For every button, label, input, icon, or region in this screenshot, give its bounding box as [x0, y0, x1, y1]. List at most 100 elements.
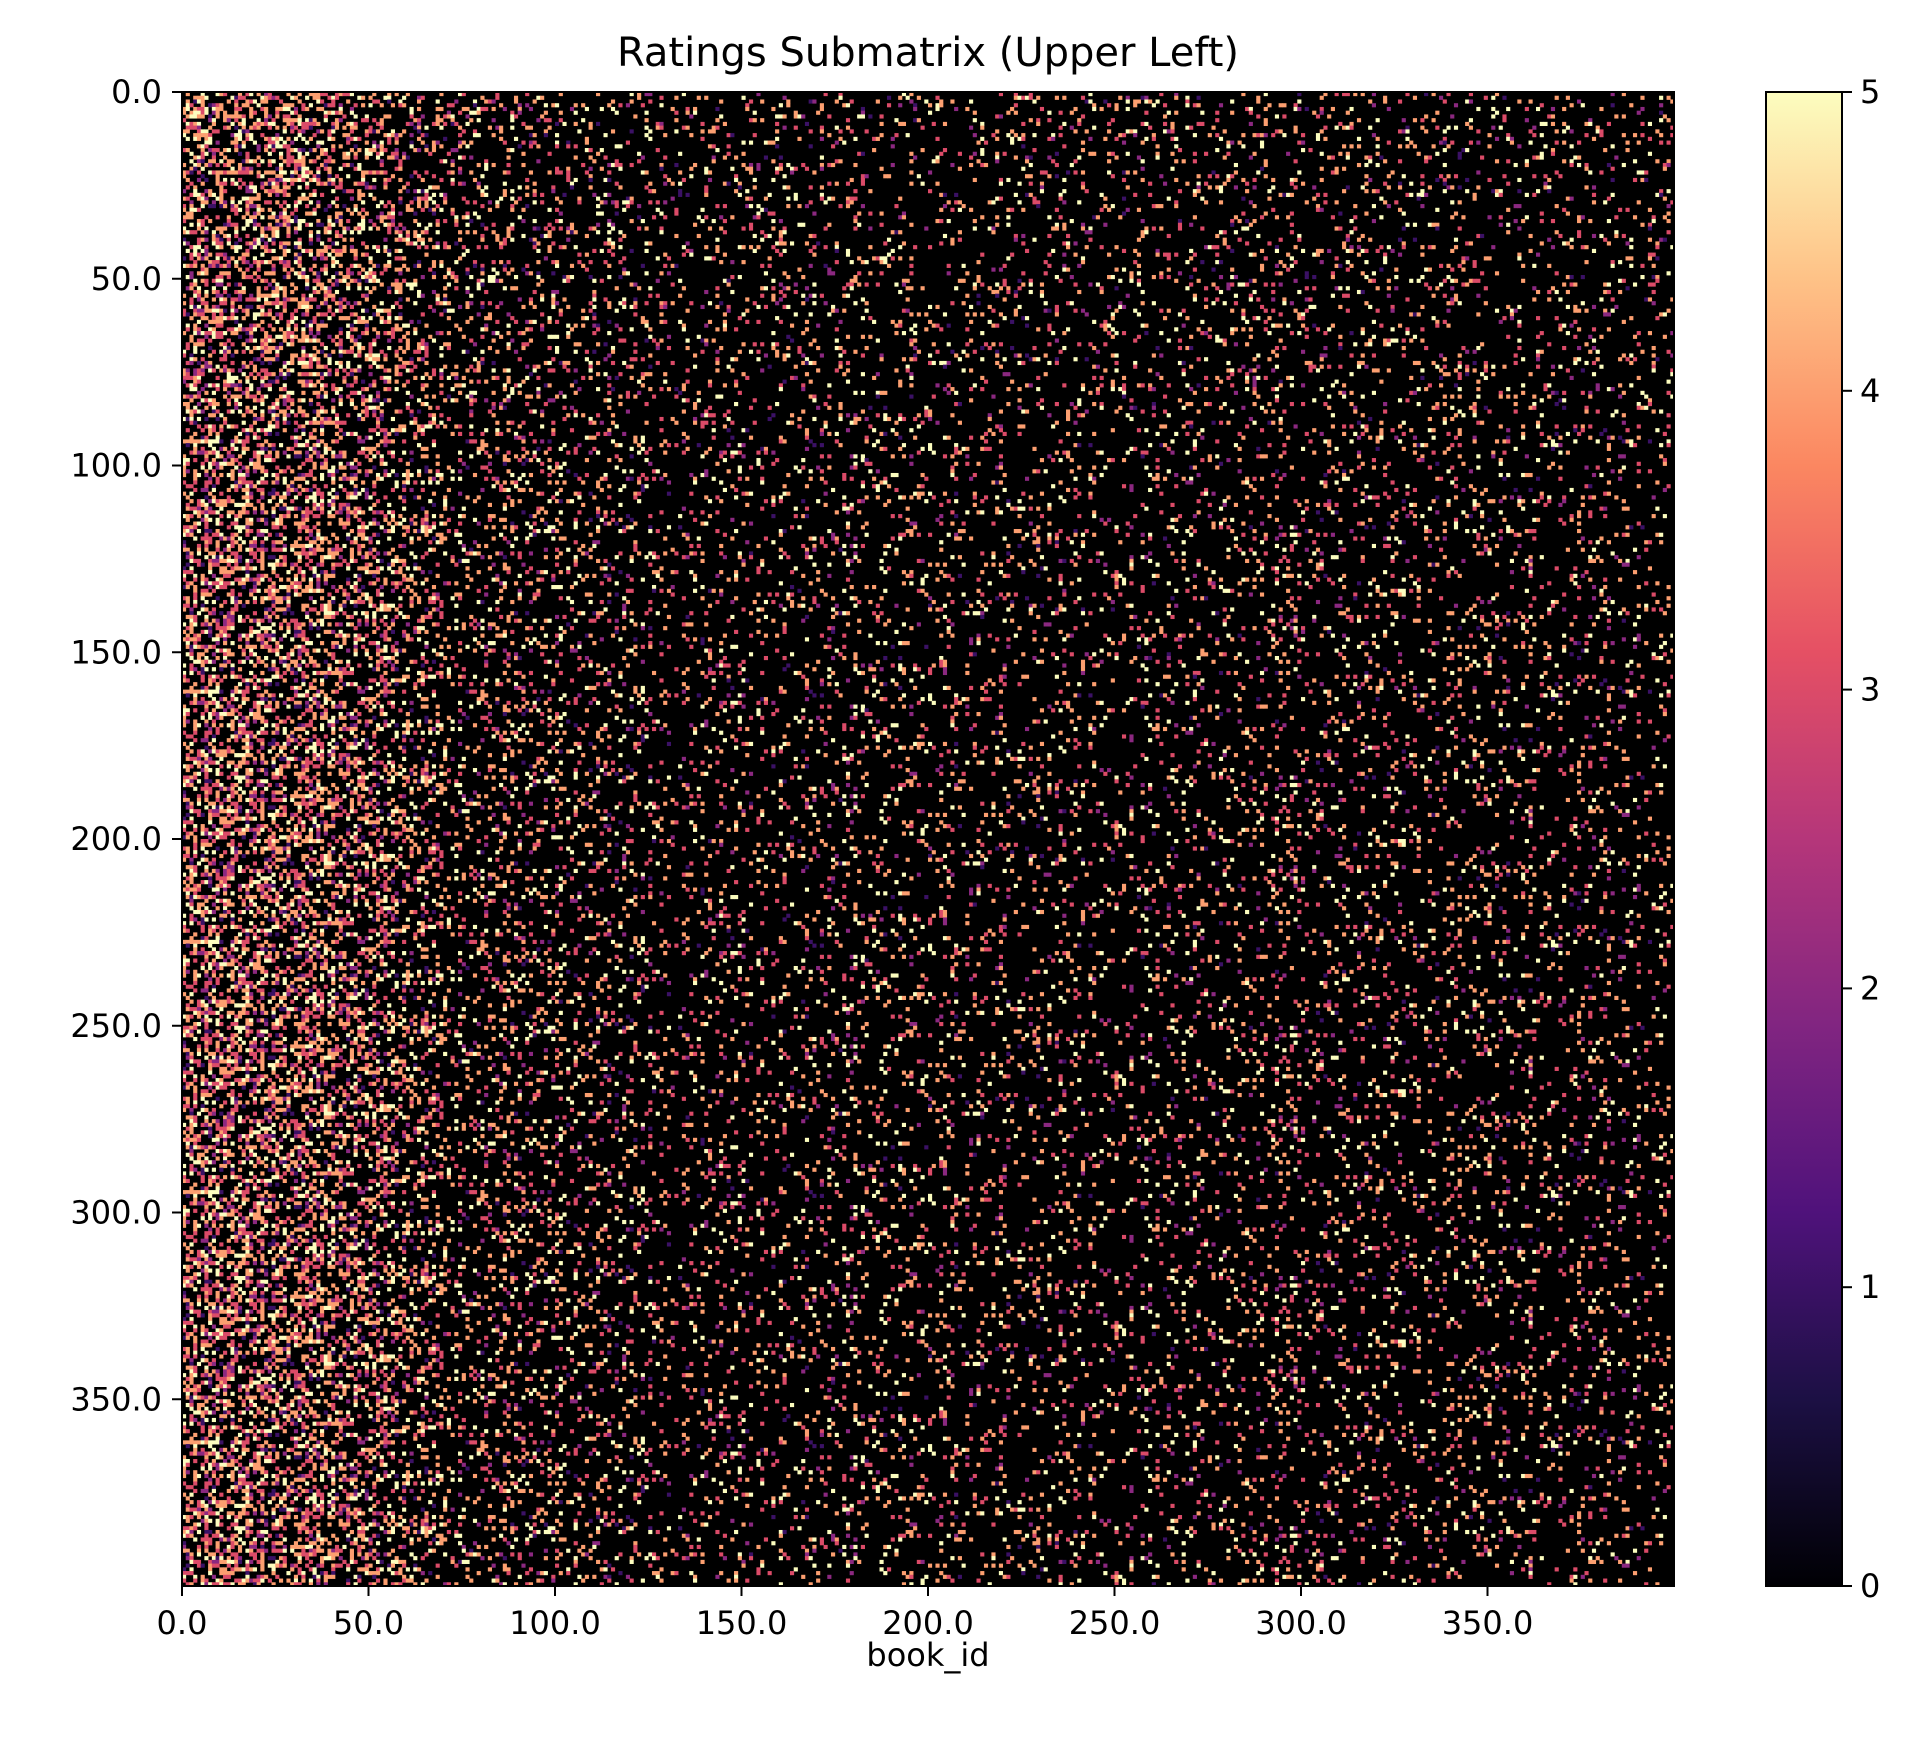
heatmap-cell [1450, 200, 1455, 205]
heatmap-cell [886, 103, 892, 108]
heatmap-cell [349, 162, 354, 168]
heatmap-cell [234, 233, 239, 239]
heatmap-cell [603, 177, 608, 183]
heatmap-cell [849, 129, 854, 134]
heatmap-cell [823, 92, 828, 97]
heatmap-cell [1625, 256, 1630, 261]
heatmap-cell [801, 114, 806, 119]
heatmap-cell [439, 192, 444, 197]
heatmap-cell [271, 170, 276, 175]
heatmap-cell [1319, 166, 1324, 171]
heatmap-cell [316, 252, 321, 257]
heatmap-cell [1312, 110, 1317, 115]
heatmap-cell [1263, 319, 1268, 324]
heatmap-cell [264, 110, 269, 115]
heatmap-cell [1289, 192, 1294, 197]
heatmap-cell [226, 233, 231, 239]
heatmap-cell [1259, 133, 1265, 138]
heatmap-cell [1140, 121, 1145, 127]
heatmap-cell [290, 174, 295, 179]
heatmap-cell [1024, 316, 1030, 321]
heatmap-cell [980, 331, 985, 336]
heatmap-cell [995, 282, 1000, 287]
heatmap-cell [1013, 92, 1018, 97]
heatmap-cell [748, 118, 754, 123]
heatmap-cell [282, 267, 287, 272]
heatmap-cell [342, 297, 347, 302]
heatmap-cell [182, 241, 187, 246]
heatmap-cell [223, 345, 228, 351]
heatmap-cell [1267, 357, 1272, 362]
heatmap-cell [569, 263, 575, 268]
heatmap-cell [1028, 92, 1033, 97]
heatmap-cell [655, 278, 660, 283]
heatmap-cell [234, 316, 239, 321]
heatmap-cell [1368, 237, 1373, 242]
heatmap-cell [1066, 301, 1071, 306]
heatmap-cell [458, 170, 463, 175]
heatmap-cell [555, 334, 560, 339]
heatmap-cell [260, 99, 265, 104]
heatmap-cell [1450, 215, 1455, 220]
heatmap-cell [1301, 181, 1306, 186]
heatmap-cell [1013, 133, 1018, 138]
heatmap-cell [845, 118, 851, 123]
heatmap-cell [185, 342, 190, 347]
heatmap-cell [890, 144, 895, 149]
heatmap-cell [308, 177, 313, 183]
heatmap-cell [431, 140, 437, 145]
heatmap-cell [215, 293, 220, 298]
heatmap-cell [189, 222, 194, 227]
heatmap-cell [1028, 118, 1033, 123]
heatmap-cell [260, 345, 265, 351]
heatmap-cell [1080, 260, 1086, 265]
heatmap-cell [1606, 241, 1611, 246]
heatmap-cell [1256, 99, 1261, 104]
heatmap-cell [1610, 297, 1615, 302]
heatmap-cell [316, 222, 321, 227]
heatmap-cell [954, 192, 959, 197]
heatmap-cell [219, 263, 224, 268]
heatmap-cell [1368, 155, 1373, 160]
heatmap-cell [707, 319, 713, 324]
heatmap-cell [286, 275, 291, 280]
heatmap-cell [323, 263, 328, 268]
heatmap-cell [1121, 304, 1127, 310]
heatmap-cell [327, 316, 332, 321]
heatmap-cell [346, 92, 351, 97]
heatmap-cell [1412, 222, 1418, 227]
heatmap-cell [301, 353, 306, 358]
heatmap-cell [860, 110, 865, 115]
heatmap-cell [267, 159, 272, 164]
heatmap-cell [293, 106, 299, 112]
heatmap-cell [182, 263, 187, 268]
heatmap-cell [230, 316, 235, 321]
heatmap-cell [353, 166, 358, 171]
heatmap-cell [860, 177, 865, 183]
heatmap-cell [472, 342, 478, 347]
heatmap-cell [372, 99, 377, 104]
heatmap-cell [1621, 92, 1626, 97]
heatmap-cell [678, 181, 683, 186]
heatmap-cell [308, 237, 313, 242]
heatmap-cell [435, 301, 440, 306]
heatmap-cell [196, 155, 202, 160]
heatmap-cell [573, 155, 578, 160]
heatmap-cell [282, 106, 287, 112]
heatmap-cell [1494, 136, 1500, 141]
heatmap-cell [219, 200, 224, 205]
heatmap-cell [208, 327, 213, 332]
heatmap-cell [1062, 252, 1067, 257]
heatmap-cell [1166, 267, 1171, 272]
heatmap-cell [1136, 271, 1142, 276]
heatmap-cell [1461, 267, 1466, 272]
heatmap-cell [211, 148, 216, 153]
heatmap-cell [357, 148, 362, 153]
heatmap-cell [1506, 222, 1511, 227]
heatmap-cell [789, 170, 795, 175]
heatmap-cell [857, 211, 862, 216]
heatmap-cell [849, 99, 854, 104]
heatmap-cell [484, 245, 489, 250]
heatmap-cell [387, 222, 392, 227]
heatmap-cell [1222, 181, 1227, 186]
